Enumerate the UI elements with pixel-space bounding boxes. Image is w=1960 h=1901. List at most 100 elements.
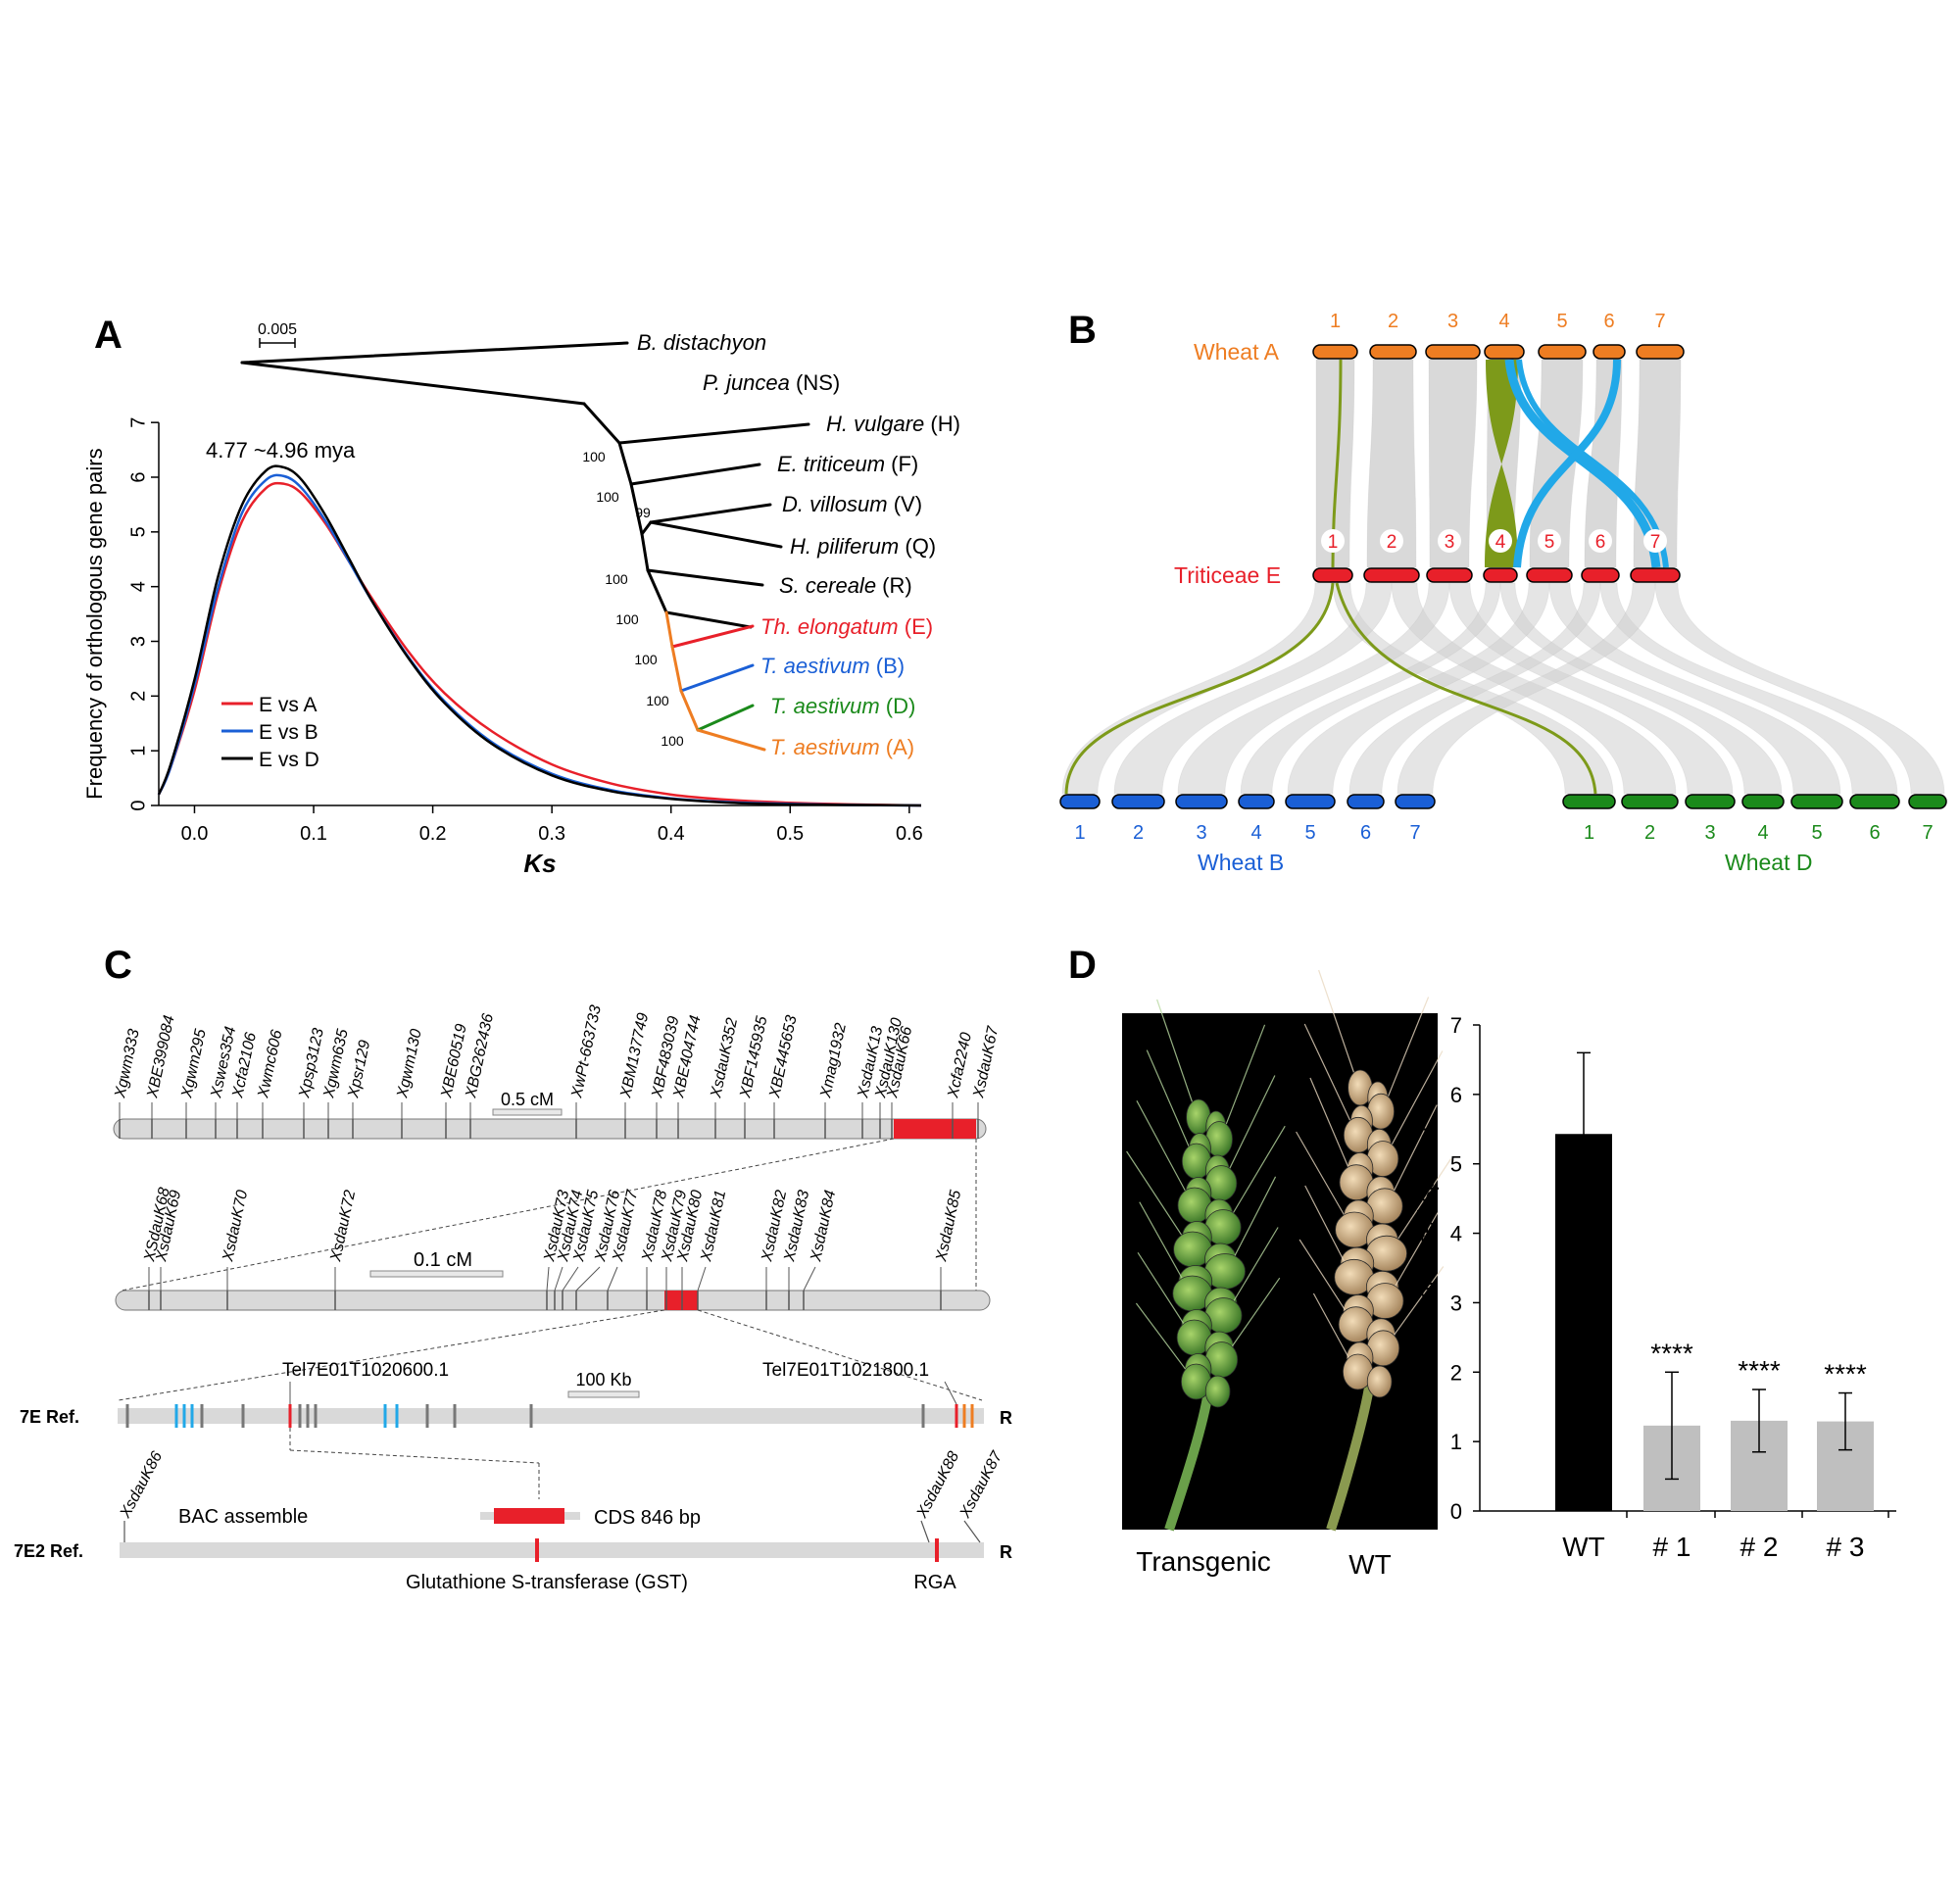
map1-marker-label: XsdauK67: [970, 1024, 1002, 1100]
spike-awn: [1156, 999, 1199, 1118]
wheat-d-chromosome: [1621, 794, 1679, 809]
wheat-a-chromosome: [1312, 344, 1358, 360]
map1-scale-label: 0.5 cM: [501, 1090, 554, 1109]
x-axis-label: Ks: [523, 849, 556, 878]
tree-branch-15: [670, 624, 755, 649]
map2-bar: [115, 1290, 991, 1311]
wheat-a-chrom-number: 4: [1498, 311, 1509, 332]
spike-awn: [1135, 1302, 1196, 1383]
y-tick-label: 7: [1450, 1013, 1462, 1038]
spike-awn: [1303, 1023, 1358, 1136]
rga-label: RGA: [913, 1572, 956, 1593]
y-tick-label: 5: [1450, 1152, 1462, 1177]
wheat-a-chrom-number: 2: [1388, 311, 1398, 332]
taxon-label: T. aestivum (B): [760, 654, 905, 678]
link-a-e: [1366, 359, 1417, 568]
link-e-b: [1177, 582, 1450, 795]
map1-marker-label: Xgwm295: [178, 1028, 210, 1100]
ref2-marker-label: XsdauK88: [913, 1449, 962, 1522]
taxon-label: Th. elongatum (E): [760, 614, 933, 639]
taxon-genome: (D): [880, 694, 916, 718]
bootstrap-label: 100: [661, 733, 684, 749]
tree-branch-0: [240, 341, 629, 365]
e-chrom-number-bg: [1489, 529, 1512, 553]
link-e-d: [1654, 582, 1945, 795]
y-axis-label: Frequency of orthologous gene pairs: [82, 448, 107, 799]
reference-7e: 7E Ref. R Tel7E01T1020600.1 Tel7E01T1021800…: [20, 1360, 1012, 1499]
x-tick-label: 0.2: [419, 823, 447, 845]
wheat-a-chromosome: [1592, 344, 1626, 360]
spike-grain: [1366, 1365, 1393, 1398]
map1-marker-label: Xcfa2240: [945, 1031, 975, 1100]
spike-awn: [1146, 1049, 1197, 1162]
taxon-species: E. triticeum: [777, 452, 885, 476]
taxon-label: B. distachyon: [637, 330, 766, 355]
ref1-bar: [118, 1408, 984, 1424]
spike-awn: [1219, 1024, 1266, 1140]
chromosome-numbers: 1 2 3 4 5 6 7 1 2 3 4 5 6 7 1 2 3 4 5 6 7 1 2 3 4 5 6 7: [1074, 311, 1933, 844]
map2-scale-label: 0.1 cM: [414, 1249, 472, 1271]
bar-chart-bars: WT **** # 1 **** # 2 **** # 3: [1555, 1051, 1889, 1562]
spike-grain: [1204, 1375, 1231, 1408]
y-tick-label: 3: [127, 636, 149, 647]
significance-label: ****: [1824, 1359, 1867, 1389]
spike-awn: [1388, 1158, 1452, 1254]
wheat-b-chrom-number: 1: [1074, 822, 1085, 844]
e-chrom-number-bg: [1321, 529, 1345, 553]
ref2-marker-leader: [963, 1520, 981, 1543]
map1-marker-label: XsdauK352: [708, 1016, 741, 1100]
y-tick-label: 0: [127, 800, 149, 810]
taxon-genome: (H): [924, 412, 960, 436]
map2-marker-label: XsdauK85: [933, 1189, 964, 1264]
map1-marker-label: Xgwm130: [394, 1028, 425, 1100]
transgenic-label: Transgenic: [1136, 1546, 1270, 1577]
tree-branch-10: [640, 532, 650, 572]
gst-label: Glutathione S-transferase (GST): [406, 1572, 688, 1593]
wheat-b-chrom-number: 4: [1250, 822, 1261, 844]
x-tick-label: 0.6: [896, 823, 923, 845]
bootstrap-label: 100: [605, 571, 628, 587]
bootstrap-label: 100: [596, 489, 619, 505]
x-tick-label: # 2: [1740, 1532, 1779, 1562]
wheat-a-chromosome: [1425, 344, 1481, 360]
panel-label-a: A: [94, 314, 122, 357]
taxon-species: T. aestivum: [760, 654, 870, 678]
wheat-a-chrom-number: 1: [1330, 311, 1341, 332]
map2-marker-label: XsdauK70: [220, 1189, 251, 1264]
tree-branch-14: [664, 610, 674, 649]
wheat-d-chrom-number: 5: [1811, 822, 1822, 844]
e-chrom-number-bg: [1538, 529, 1561, 553]
map1-marker-label: Xgwm333: [112, 1028, 143, 1100]
tree-branch-1: [240, 361, 586, 406]
tree-branch-16: [670, 645, 683, 693]
y-tick-label: 4: [1450, 1222, 1462, 1246]
y-axis-label: Number of diseased spikelet: [1413, 1125, 1439, 1410]
significance-label: ****: [1650, 1338, 1693, 1368]
wheat-a-label: Wheat A: [1194, 339, 1280, 365]
e-chrom-number-bg: [1589, 529, 1612, 553]
ref1-label: 7E Ref.: [20, 1407, 79, 1427]
taxon-genome: (R): [876, 573, 912, 598]
ref1-gene-right-label: Tel7E01T1021800.1: [762, 1360, 929, 1381]
wheat-d-chromosome: [1849, 794, 1900, 809]
tree-branch-4: [617, 441, 633, 486]
panel-label-c: C: [104, 944, 132, 987]
x-tick-label: 0.1: [300, 823, 327, 845]
ref2-marker-label: XsdauK86: [117, 1449, 166, 1522]
map2-leader: [546, 1266, 550, 1292]
link-cyan-3: [1513, 359, 1621, 568]
spike-awn: [1222, 1277, 1281, 1360]
triticeae-e-chrom-number: 6: [1595, 532, 1606, 553]
map2-scale-bar: [369, 1270, 504, 1278]
bac-label: BAC assemble: [178, 1506, 308, 1528]
spike-awn: [1136, 1100, 1194, 1206]
taxon-label: T. aestivum (A): [770, 735, 914, 759]
x-tick-label: 0.0: [181, 823, 209, 845]
triticeae-e-chromosome: [1312, 567, 1353, 583]
ref2-marker-leader: [920, 1520, 930, 1543]
x-tick-label: WT: [1562, 1532, 1605, 1562]
y-tick-label: 5: [127, 526, 149, 537]
taxon-species: Th. elongatum: [760, 614, 899, 639]
map1-marker-label: XBF145935: [737, 1015, 770, 1100]
